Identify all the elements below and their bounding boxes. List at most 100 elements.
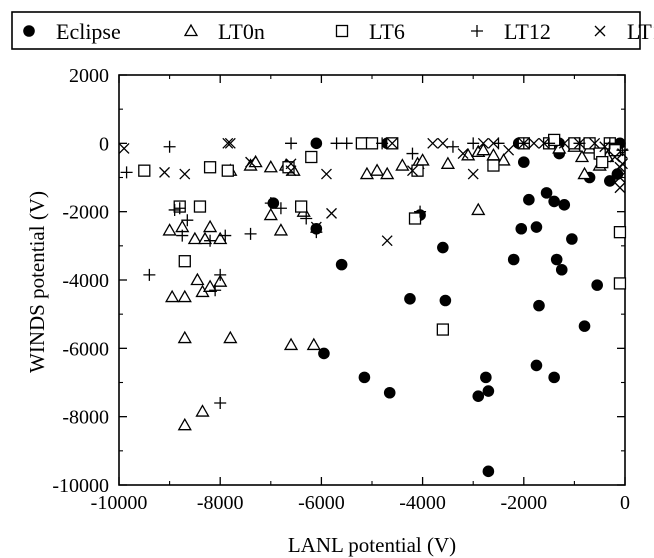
point-lt0n	[223, 330, 238, 344]
point-eclipse	[310, 137, 323, 150]
point-lt12	[492, 137, 505, 150]
point-eclipse	[558, 199, 571, 211]
point-eclipse	[591, 279, 603, 291]
x-axis-title: LANL potential (V)	[288, 533, 456, 557]
point-lt18	[574, 137, 585, 149]
point-lt6	[295, 200, 308, 213]
point-lt12	[543, 137, 556, 150]
point-eclipse	[548, 195, 560, 208]
point-lt12	[176, 229, 189, 242]
point-eclipse	[566, 233, 578, 245]
point-lt18	[224, 137, 236, 149]
point-lt0n	[177, 289, 192, 303]
point-lt12	[163, 140, 176, 153]
point-lt18	[310, 221, 322, 233]
point-eclipse	[358, 371, 371, 384]
point-lt0n	[263, 207, 278, 221]
point-lt12	[143, 268, 156, 281]
point-lt18	[599, 141, 611, 153]
point-eclipse	[530, 221, 543, 233]
point-lt18	[614, 182, 626, 194]
legend-marker-lt18	[594, 25, 606, 37]
point-lt12	[300, 212, 313, 225]
point-lt12	[209, 284, 222, 297]
point-eclipse	[472, 390, 485, 402]
x-tick-label: 0	[620, 492, 630, 514]
y-tick-label: 2000	[69, 65, 109, 87]
point-lt6	[138, 164, 151, 177]
point-eclipse	[480, 371, 492, 384]
y-tick-label: -4000	[62, 270, 109, 292]
point-eclipse	[383, 386, 396, 399]
point-lt18	[614, 172, 626, 183]
point-lt12	[181, 214, 194, 227]
point-lt6	[355, 137, 369, 150]
point-lt0n	[395, 158, 410, 171]
x-tick-label: -8000	[197, 492, 244, 514]
point-lt0n	[195, 404, 210, 417]
point-eclipse	[335, 258, 348, 271]
series-lt6	[138, 133, 627, 336]
legend-marker-lt6	[335, 24, 349, 38]
point-lt6	[178, 255, 191, 268]
point-lt6	[613, 277, 627, 290]
point-lt0n	[380, 166, 395, 180]
point-lt18	[427, 137, 439, 149]
point-lt12	[204, 234, 217, 247]
series-lt18	[118, 137, 628, 247]
point-lt18	[518, 137, 530, 149]
point-lt18	[326, 207, 337, 219]
point-lt0n	[165, 289, 180, 303]
point-lt18	[558, 137, 570, 149]
point-eclipse	[530, 359, 543, 372]
y-tick-label: -8000	[62, 407, 109, 429]
point-eclipse	[518, 156, 530, 168]
point-eclipse	[523, 193, 535, 206]
point-lt6	[365, 137, 379, 150]
point-lt0n	[283, 337, 299, 351]
legend-label-lt0n: LT0n	[218, 19, 265, 44]
point-lt6	[193, 200, 207, 213]
point-lt6	[305, 150, 318, 164]
x-tick-label: -6000	[298, 492, 345, 514]
point-eclipse	[515, 222, 528, 235]
y-tick-label: -6000	[62, 338, 109, 360]
point-lt0n	[476, 142, 491, 156]
legend-marker-eclipse	[23, 25, 35, 37]
point-lt6	[583, 137, 596, 150]
point-lt18	[159, 166, 170, 178]
point-lt0n	[471, 202, 486, 216]
point-lt0n	[306, 337, 321, 351]
tick-labels: -10000 -8000 -6000 -4000 -2000 0 2000 0 -2000 -40…	[52, 65, 630, 514]
point-eclipse	[550, 253, 563, 266]
point-lt18	[437, 137, 449, 149]
point-lt0n	[177, 330, 192, 344]
point-eclipse	[482, 465, 495, 478]
point-lt12	[340, 137, 353, 150]
point-lt18	[617, 158, 628, 170]
point-eclipse	[507, 253, 520, 266]
point-lt0n	[197, 231, 213, 245]
point-lt6	[408, 212, 422, 225]
point-lt18	[617, 148, 628, 160]
point-eclipse	[404, 292, 416, 305]
point-lt6	[411, 164, 424, 177]
point-lt6	[613, 226, 627, 239]
point-lt12	[414, 205, 427, 218]
point-lt6	[203, 161, 217, 174]
data-points	[118, 133, 629, 478]
point-lt6	[221, 164, 234, 177]
point-lt18	[589, 137, 601, 149]
point-lt0n	[263, 159, 278, 173]
y-tick-label: 0	[99, 133, 109, 155]
point-lt6	[596, 155, 609, 169]
point-lt12	[168, 203, 181, 216]
legend: Eclipse LT0n LT6 LT12 LT18	[11, 11, 654, 50]
point-eclipse	[578, 320, 591, 332]
x-tick-label: -10000	[91, 492, 148, 514]
point-lt12	[467, 137, 480, 150]
point-lt12	[446, 140, 459, 153]
point-eclipse	[437, 241, 449, 254]
point-lt12	[219, 229, 232, 242]
point-lt0n	[496, 153, 511, 166]
